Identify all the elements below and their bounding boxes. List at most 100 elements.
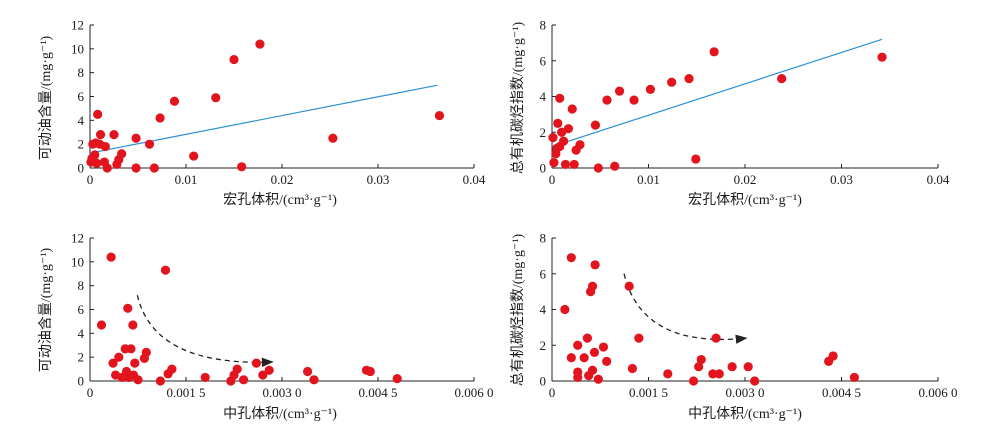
data-point <box>573 340 583 350</box>
chart-panel-mesopore-movable-oil: 中孔体积/(cm³·g⁻¹) 可动油含量/(mg·g⁻¹) 0 2 4 6 8 10 12 0… <box>38 231 494 423</box>
data-point <box>131 163 141 173</box>
y-tick-label: 12 <box>71 231 84 246</box>
y-tick-label: 12 <box>71 18 84 33</box>
y-tick-label: 10 <box>71 254 84 269</box>
y-tick-label: 8 <box>540 231 547 246</box>
chart-panel-macropore-toc-index: 宏孔体积/(cm³·g⁻¹) 总有机碳烃指数/(mg·g⁻¹) 0 2 4 6 8 0 0.… <box>510 18 950 209</box>
data-point <box>563 124 574 134</box>
data-point <box>627 363 638 374</box>
data-point <box>602 356 612 366</box>
data-point <box>149 163 159 173</box>
data-point <box>126 344 136 354</box>
fit-line <box>551 38 883 148</box>
data-point <box>548 133 558 143</box>
y-tick-label: 8 <box>540 18 547 33</box>
data-point <box>169 96 180 106</box>
data-point <box>587 281 598 291</box>
trend-arrow <box>136 295 274 368</box>
chart-panel-macropore-movable-oil: 宏孔体积/(cm³·g⁻¹) 可动油含量/(mg·g⁻¹) 0 2 4 6 8 10 12 0… <box>38 18 486 209</box>
data-point <box>598 342 609 352</box>
data-point <box>109 130 119 140</box>
data-point <box>575 140 585 150</box>
x-tick-label: 0.02 <box>734 172 757 187</box>
data-point <box>211 93 221 103</box>
x-tick-label: 0.003 0 <box>263 385 302 400</box>
data-point <box>392 374 402 384</box>
x-axis-title: 中孔体积/(cm³·g⁻¹) <box>688 406 802 422</box>
x-tick-label: 0 <box>549 172 556 187</box>
data-point <box>141 347 151 357</box>
x-tick-label: 0.01 <box>175 172 198 187</box>
x-tick-label: 0.03 <box>830 172 853 187</box>
data-point <box>828 351 838 361</box>
data-point <box>566 353 576 363</box>
data-point <box>117 149 127 159</box>
data-point <box>255 39 265 49</box>
data-point <box>328 133 338 143</box>
data-point <box>634 333 644 343</box>
data-point <box>557 127 567 137</box>
y-tick-label: 6 <box>540 53 547 68</box>
data-point <box>566 253 576 263</box>
y-tick-label: 4 <box>78 113 85 128</box>
y-tick-label: 8 <box>78 65 85 80</box>
data-point <box>123 303 133 313</box>
x-tick-label: 0.04 <box>463 172 486 187</box>
data-point <box>709 47 719 57</box>
data-point <box>303 366 313 377</box>
y-axis-title: 可动油含量/(mg·g⁻¹) <box>38 35 54 160</box>
x-tick-label: 0.04 <box>927 172 950 187</box>
y-axis-title: 总有机碳烃指数/(mg·g⁻¹) <box>510 233 526 386</box>
data-point <box>663 369 673 379</box>
data-point <box>587 365 598 375</box>
data-point <box>589 347 600 357</box>
x-tick-label: 0.02 <box>271 172 294 187</box>
data-point <box>696 354 706 365</box>
x-tick-label: 0.001 5 <box>167 385 206 400</box>
trend-arrow <box>623 273 748 344</box>
y-tick-label: 2 <box>78 137 85 152</box>
data-point <box>582 333 592 343</box>
data-point <box>593 374 603 384</box>
data-point <box>590 260 600 270</box>
data-point <box>239 375 249 385</box>
data-point <box>128 320 138 330</box>
data-point <box>92 158 102 168</box>
data-point <box>560 304 570 315</box>
x-tick-label: 0.03 <box>367 172 390 187</box>
y-tick-label: 0 <box>78 161 85 176</box>
data-point <box>567 104 577 114</box>
data-point <box>237 162 247 172</box>
data-point <box>434 110 445 121</box>
data-point <box>579 353 589 363</box>
data-point <box>114 352 124 362</box>
x-tick-label: 0.01 <box>637 172 660 187</box>
data-point <box>558 136 569 146</box>
y-tick-label: 2 <box>540 125 547 140</box>
data-point <box>629 95 639 105</box>
data-point <box>688 376 699 386</box>
data-point <box>877 52 887 62</box>
x-tick-label: 0.001 5 <box>629 385 668 400</box>
data-point <box>95 130 106 140</box>
data-point <box>90 150 100 160</box>
data-point <box>691 154 701 164</box>
data-point <box>106 252 116 262</box>
x-tick-label: 0.003 0 <box>726 385 765 400</box>
y-tick-label: 6 <box>540 266 547 281</box>
data-point <box>93 109 103 119</box>
data-point <box>555 93 565 103</box>
x-tick-label: 0.004 5 <box>359 385 398 400</box>
y-tick-label: 6 <box>78 89 85 104</box>
data-point <box>167 364 177 374</box>
data-point <box>624 281 634 291</box>
x-tick-label: 0 <box>549 385 556 400</box>
y-tick-label: 0 <box>540 161 547 176</box>
y-tick-label: 2 <box>78 350 85 365</box>
x-tick-label: 0.004 5 <box>822 385 861 400</box>
data-point <box>590 120 601 130</box>
x-axis-title: 中孔体积/(cm³·g⁻¹) <box>223 406 337 422</box>
data-point <box>189 151 199 161</box>
data-point <box>155 376 165 386</box>
data-point <box>777 74 787 84</box>
